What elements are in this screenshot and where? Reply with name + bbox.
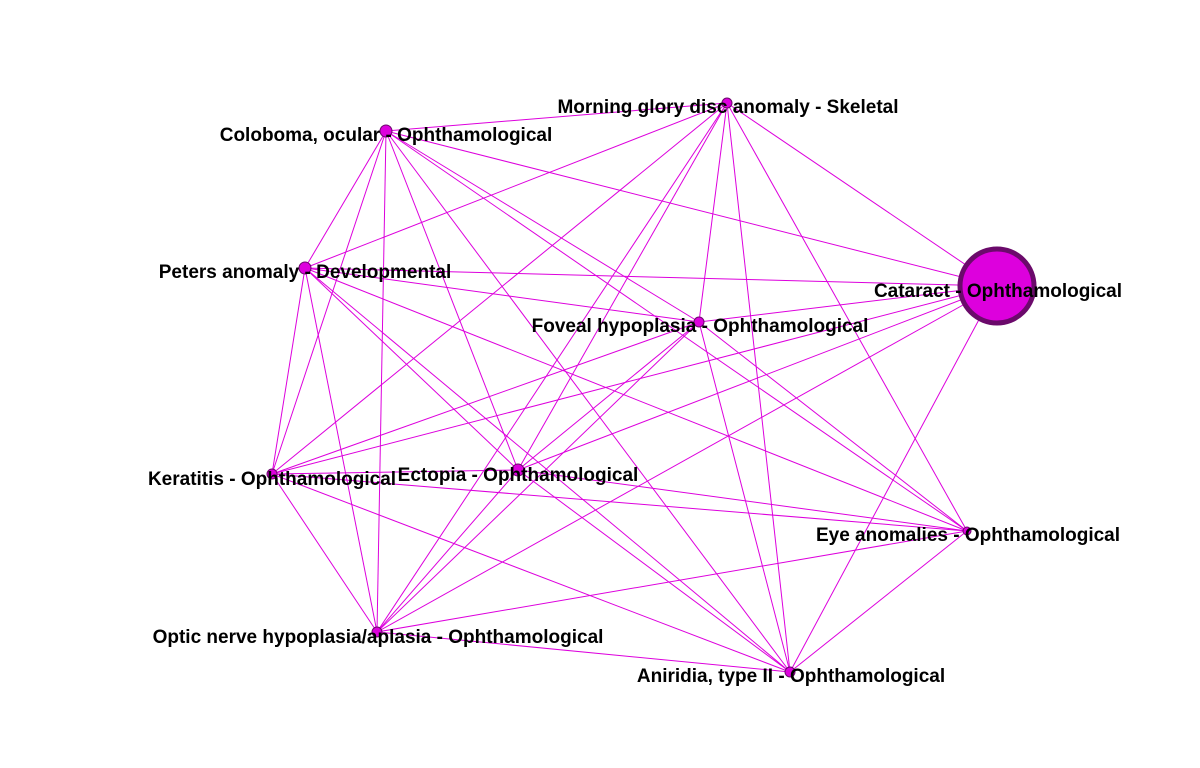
edge-cataract-foveal xyxy=(698,285,998,323)
edge-morning-glory-foveal xyxy=(698,102,728,323)
edge-keratitis-eye-anomalies xyxy=(271,473,968,532)
edge-foveal-aniridia xyxy=(698,321,791,673)
node-label-keratitis: Keratitis - Ophthamological xyxy=(148,469,396,490)
edge-coloboma-eye-anomalies xyxy=(385,130,968,532)
edge-ectopia-eye-anomalies xyxy=(517,469,968,532)
edge-cataract-aniridia xyxy=(789,285,998,673)
edge-morning-glory-optic-nerve xyxy=(376,102,728,633)
edge-coloboma-cataract xyxy=(385,130,998,287)
node-foveal xyxy=(693,316,705,328)
edge-coloboma-aniridia xyxy=(385,130,791,673)
edge-cataract-keratitis xyxy=(271,285,998,475)
node-layer xyxy=(266,97,1037,678)
edge-optic-nerve-aniridia xyxy=(376,631,791,673)
node-label-optic-nerve: Optic nerve hypoplasia/aplasia - Ophtham… xyxy=(153,627,604,648)
edge-foveal-optic-nerve xyxy=(376,321,700,633)
node-label-morning-glory: Morning glory disc anomaly - Skeletal xyxy=(557,97,898,118)
node-aniridia xyxy=(784,666,796,678)
edge-keratitis-ectopia xyxy=(271,469,519,475)
edge-foveal-keratitis xyxy=(271,321,700,475)
node-peters xyxy=(298,261,312,275)
node-cataract xyxy=(957,246,1037,326)
node-coloboma xyxy=(379,124,393,138)
edge-morning-glory-eye-anomalies xyxy=(726,102,968,532)
edge-foveal-ectopia xyxy=(517,321,700,471)
node-label-aniridia: Aniridia, type II - Ophthamological xyxy=(637,666,945,687)
edge-morning-glory-ectopia xyxy=(517,102,728,471)
edge-ectopia-aniridia xyxy=(517,469,791,673)
node-optic-nerve xyxy=(371,626,383,638)
node-label-peters: Peters anomaly - Developmental xyxy=(159,262,452,283)
edge-coloboma-morning-glory xyxy=(385,102,728,132)
edge-keratitis-aniridia xyxy=(271,473,791,673)
node-keratitis xyxy=(266,468,278,480)
edge-peters-ectopia xyxy=(304,267,519,471)
node-morning-glory xyxy=(721,97,733,109)
edge-foveal-eye-anomalies xyxy=(698,321,968,532)
edge-coloboma-peters xyxy=(304,130,387,269)
edge-peters-eye-anomalies xyxy=(304,267,968,532)
edge-morning-glory-aniridia xyxy=(726,102,791,673)
edge-coloboma-ectopia xyxy=(385,130,519,471)
edge-layer xyxy=(271,102,998,673)
edge-morning-glory-cataract xyxy=(726,102,998,287)
edge-morning-glory-keratitis xyxy=(271,102,728,475)
node-label-cataract: Cataract - Ophthamological xyxy=(874,281,1122,302)
node-label-ectopia: Ectopia - Ophthamological xyxy=(398,465,639,486)
edge-peters-aniridia xyxy=(304,267,791,673)
node-label-foveal: Foveal hypoplasia - Ophthamological xyxy=(532,316,869,337)
edge-cataract-optic-nerve xyxy=(376,285,998,633)
edge-eye-anomalies-aniridia xyxy=(789,530,968,673)
edge-coloboma-optic-nerve xyxy=(376,130,387,633)
node-ectopia xyxy=(511,463,525,477)
label-layer: Morning glory disc anomaly - SkeletalCol… xyxy=(148,97,1122,687)
edge-peters-optic-nerve xyxy=(304,267,378,633)
node-label-eye-anomalies: Eye anomalies - Ophthamological xyxy=(816,525,1120,546)
edge-morning-glory-peters xyxy=(304,102,728,269)
edge-ectopia-optic-nerve xyxy=(376,469,519,633)
node-eye-anomalies xyxy=(962,526,972,536)
edge-keratitis-optic-nerve xyxy=(271,473,378,633)
edge-peters-cataract xyxy=(304,267,998,287)
edge-cataract-ectopia xyxy=(517,285,998,471)
edge-peters-foveal xyxy=(304,267,700,323)
edge-coloboma-keratitis xyxy=(271,130,387,475)
node-label-coloboma: Coloboma, ocular - Ophthamological xyxy=(220,125,553,146)
edge-eye-anomalies-optic-nerve xyxy=(376,530,968,633)
edge-peters-keratitis xyxy=(271,267,306,475)
edge-coloboma-foveal xyxy=(385,130,700,323)
